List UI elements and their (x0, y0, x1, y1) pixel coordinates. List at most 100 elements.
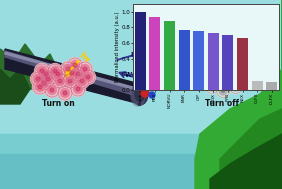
Circle shape (241, 66, 243, 68)
Bar (193, 31, 204, 90)
Bar (179, 30, 190, 90)
Bar (164, 21, 175, 90)
Circle shape (34, 64, 50, 78)
Circle shape (236, 75, 244, 83)
Circle shape (219, 60, 233, 74)
Circle shape (54, 70, 63, 78)
Circle shape (208, 83, 216, 91)
Bar (0, 154, 282, 189)
Circle shape (211, 67, 219, 75)
Circle shape (211, 67, 225, 81)
Circle shape (61, 61, 76, 77)
Circle shape (240, 70, 248, 78)
Bar (252, 81, 263, 90)
Ellipse shape (135, 87, 145, 101)
Circle shape (63, 64, 72, 74)
Circle shape (78, 61, 92, 77)
Text: hv: hv (77, 51, 92, 65)
Circle shape (38, 85, 42, 89)
Circle shape (233, 72, 247, 86)
Circle shape (206, 70, 210, 73)
Circle shape (44, 72, 48, 76)
Polygon shape (5, 52, 140, 91)
Circle shape (216, 75, 224, 83)
Bar (266, 82, 277, 90)
Circle shape (205, 80, 219, 94)
Circle shape (80, 64, 89, 74)
Circle shape (52, 74, 67, 88)
Circle shape (224, 66, 228, 68)
Circle shape (78, 77, 87, 85)
Circle shape (46, 77, 50, 81)
Circle shape (38, 67, 47, 75)
Circle shape (210, 85, 213, 88)
Circle shape (36, 75, 52, 91)
Circle shape (45, 83, 60, 98)
Circle shape (219, 87, 227, 95)
Circle shape (235, 70, 237, 74)
Circle shape (73, 63, 77, 67)
Circle shape (141, 89, 149, 97)
Circle shape (65, 66, 80, 81)
Circle shape (217, 73, 219, 75)
Circle shape (65, 77, 74, 85)
Polygon shape (5, 51, 140, 97)
Circle shape (226, 77, 234, 85)
Circle shape (213, 70, 217, 73)
Text: Turn off: Turn off (205, 99, 239, 108)
Circle shape (239, 77, 241, 81)
Circle shape (237, 67, 251, 81)
Polygon shape (0, 69, 30, 104)
Circle shape (70, 67, 85, 81)
Circle shape (39, 67, 54, 81)
Circle shape (229, 65, 243, 79)
Polygon shape (5, 49, 140, 104)
Circle shape (56, 77, 65, 85)
Circle shape (70, 60, 80, 70)
Y-axis label: Normalized intensity (a.u.): Normalized intensity (a.u.) (115, 12, 120, 82)
Polygon shape (210, 134, 282, 189)
Circle shape (235, 60, 249, 74)
Circle shape (238, 63, 246, 71)
Circle shape (80, 79, 84, 83)
Circle shape (43, 74, 52, 84)
Circle shape (68, 79, 72, 83)
Circle shape (232, 68, 240, 76)
Circle shape (219, 77, 221, 81)
Circle shape (223, 74, 237, 88)
Circle shape (39, 78, 49, 88)
Circle shape (221, 64, 235, 78)
Bar (237, 38, 248, 90)
Circle shape (216, 84, 230, 98)
Circle shape (232, 83, 240, 91)
Polygon shape (195, 0, 282, 189)
Circle shape (53, 69, 57, 73)
Ellipse shape (131, 86, 145, 106)
Circle shape (214, 70, 222, 78)
Circle shape (67, 57, 83, 73)
Circle shape (58, 85, 72, 101)
Circle shape (235, 85, 237, 88)
Circle shape (36, 83, 45, 91)
Bar (149, 17, 160, 90)
Circle shape (50, 67, 65, 81)
Circle shape (74, 70, 83, 78)
Circle shape (204, 67, 212, 75)
Circle shape (32, 80, 47, 94)
Bar (0, 134, 282, 189)
Circle shape (40, 69, 44, 73)
Circle shape (70, 71, 74, 75)
Circle shape (202, 75, 210, 83)
Circle shape (74, 74, 89, 88)
Circle shape (36, 77, 40, 81)
Circle shape (199, 72, 213, 86)
Circle shape (56, 72, 60, 76)
Circle shape (47, 64, 63, 78)
Circle shape (63, 74, 78, 88)
Text: Turn on: Turn on (42, 99, 74, 108)
Circle shape (201, 64, 215, 78)
Polygon shape (0, 0, 141, 59)
Bar (222, 35, 233, 90)
Circle shape (86, 75, 90, 79)
Bar (135, 12, 146, 90)
